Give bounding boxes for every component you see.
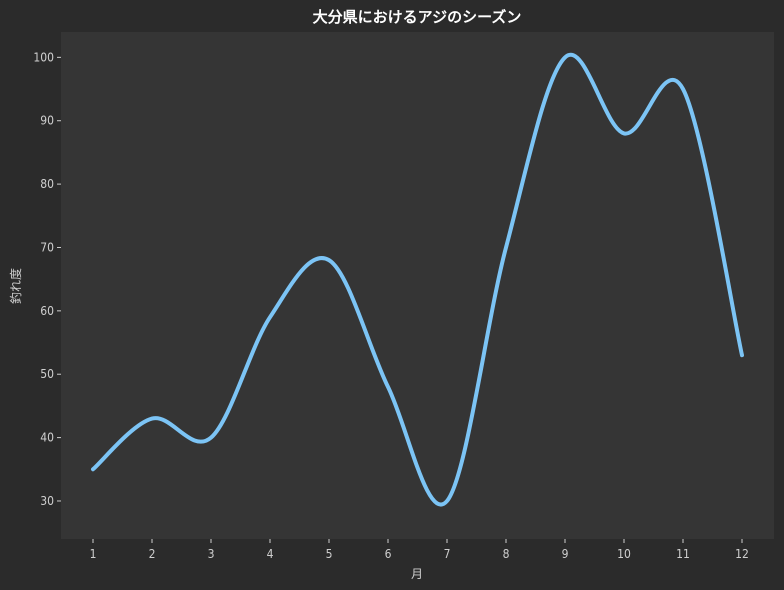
y-axis-label: 釣れ度 [8,268,23,304]
data-point [209,436,213,440]
y-tick-label: 70 [40,240,54,254]
data-point [327,258,331,262]
data-point [91,467,95,471]
x-tick-label: 11 [676,547,690,561]
data-point [386,385,390,389]
series-layer [91,52,744,507]
data-point [268,315,272,319]
y-axis: 30 40 50 60 70 80 90 100 [33,50,61,508]
x-tick-label: 7 [444,547,451,561]
y-tick-label: 100 [33,50,54,64]
data-point [563,55,567,59]
x-axis-label: 月 [411,567,423,581]
plot-area [61,32,774,539]
y-tick-label: 30 [40,494,54,508]
data-point [445,499,449,503]
y-tick-label: 80 [40,177,54,191]
x-tick-label: 4 [267,547,274,561]
x-tick-label: 9 [562,547,569,561]
x-tick-label: 3 [208,547,215,561]
y-tick-label: 60 [40,304,54,318]
chart-title: 大分県におけるアジのシーズン [313,8,522,26]
data-point [150,417,154,421]
y-tick-label: 90 [40,114,54,128]
x-tick-label: 1 [90,547,97,561]
data-point [740,353,744,357]
series-line [91,52,744,507]
data-point [681,87,685,91]
data-point [622,131,626,135]
x-axis: 1 2 3 4 5 6 7 8 9 10 11 12 [90,539,749,561]
x-tick-label: 2 [149,547,156,561]
x-tick-label: 8 [503,547,510,561]
data-point [504,245,508,249]
x-tick-label: 6 [385,547,392,561]
y-tick-label: 40 [40,431,54,445]
x-tick-label: 10 [617,547,631,561]
x-tick-label: 12 [735,547,749,561]
x-tick-label: 5 [326,547,333,561]
y-tick-label: 50 [40,367,54,381]
